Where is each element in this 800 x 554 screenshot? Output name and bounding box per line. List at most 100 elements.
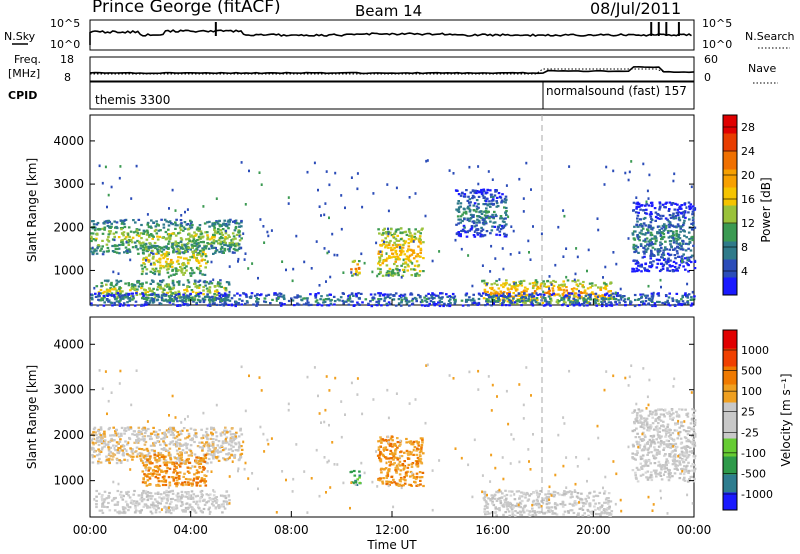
power-noise-cell <box>375 241 378 245</box>
power-noise-cell <box>505 184 508 187</box>
power-echo-cell <box>663 206 666 209</box>
power-noise-cell <box>112 270 115 274</box>
power-echo-cell <box>356 301 359 304</box>
power-echo-cell <box>472 209 476 212</box>
power-echo-cell <box>380 253 383 256</box>
power-echo-cell <box>231 238 235 241</box>
power-echo-cell <box>210 282 214 285</box>
power-echo-cell <box>110 222 113 225</box>
power-echo-cell <box>494 190 497 193</box>
power-echo-cell <box>502 282 505 285</box>
power-noise-cell <box>315 240 318 243</box>
velocity-echo-cell <box>167 476 171 479</box>
power-echo-cell <box>562 300 566 303</box>
power-echo-cell <box>397 298 401 301</box>
power-echo-cell <box>384 246 387 249</box>
power-echo-cell <box>377 250 381 253</box>
power-echo-cell <box>234 302 237 305</box>
power-noise-cell <box>326 251 329 255</box>
power-noise-cell <box>340 194 343 197</box>
power-echo-cell <box>188 258 191 262</box>
power-echo-cell <box>153 229 157 233</box>
power-echo-cell <box>394 237 398 240</box>
power-echo-cell <box>183 266 187 270</box>
power-echo-cell <box>542 296 545 299</box>
power-echo-cell <box>176 247 179 250</box>
power-echo-cell <box>178 250 182 253</box>
power-echo-cell <box>575 283 579 286</box>
velocity-echo-cell <box>134 504 137 507</box>
power-echo-cell <box>589 293 592 296</box>
power-echo-cell <box>156 238 160 241</box>
velocity-echo-cell <box>103 432 106 435</box>
power-echo-cell <box>134 300 138 303</box>
power-echo-cell <box>608 304 611 307</box>
power-echo-cell <box>665 262 669 265</box>
velocity-echo-cell <box>120 445 123 448</box>
power-echo-cell <box>610 302 613 305</box>
power-noise-cell <box>510 225 513 228</box>
power-echo-cell <box>416 230 420 233</box>
velocity-echo-cell <box>189 497 192 500</box>
velocity-echo-cell <box>146 475 149 478</box>
power-echo-cell <box>161 291 165 294</box>
power-echo-cell <box>206 293 209 296</box>
power-echo-cell <box>582 297 586 300</box>
velocity-echo-cell <box>215 435 219 438</box>
power-echo-cell <box>673 269 677 272</box>
velocity-echo-cell <box>120 495 124 498</box>
power-echo-cell <box>215 289 219 292</box>
power-echo-cell <box>219 297 223 300</box>
power-echo-cell <box>167 224 171 227</box>
power-echo-cell <box>469 213 473 216</box>
power-echo-cell <box>645 237 649 240</box>
power-noise-cell <box>596 217 599 220</box>
power-echo-cell <box>378 294 382 297</box>
power-echo-cell <box>162 293 166 296</box>
power-echo-cell <box>547 290 550 293</box>
power-echo-cell <box>650 249 653 252</box>
velocity-echo-cell <box>146 505 150 508</box>
power-echo-cell <box>555 300 559 303</box>
velocity-echo-cell <box>124 429 128 432</box>
power-echo-cell <box>190 297 194 300</box>
power-echo-cell <box>183 289 186 292</box>
velocity-echo-cell <box>198 466 202 470</box>
power-echo-cell <box>157 295 160 298</box>
power-echo-cell <box>171 287 175 290</box>
power-echo-cell <box>377 300 381 303</box>
power-echo-cell <box>263 297 267 300</box>
power-echo-cell <box>408 230 411 233</box>
velocity-echo-cell <box>123 448 126 451</box>
power-echo-cell <box>459 235 462 238</box>
power-echo-cell <box>688 237 691 241</box>
velocity-echo-cell <box>152 426 155 429</box>
velocity-echo-cell <box>129 426 132 429</box>
power-echo-cell <box>110 225 113 228</box>
power-echo-cell <box>410 274 414 277</box>
velocity-echo-cell <box>239 427 242 430</box>
power-echo-cell <box>142 294 145 297</box>
power-echo-cell <box>493 194 497 197</box>
power-echo-cell <box>190 234 193 237</box>
power-echo-cell <box>683 211 687 214</box>
velocity-echo-cell <box>165 509 168 512</box>
power-echo-cell <box>478 293 482 296</box>
power-echo-cell <box>197 293 200 296</box>
power-noise-cell <box>354 272 357 276</box>
power-echo-cell <box>518 294 522 297</box>
power-echo-cell <box>469 228 473 231</box>
power-echo-cell <box>212 233 215 236</box>
velocity-echo-cell <box>193 428 196 431</box>
velocity-echo-cell <box>178 465 182 468</box>
power-noise-cell <box>624 171 627 175</box>
power-noise-cell <box>146 213 149 216</box>
power-echo-cell <box>641 256 645 259</box>
power-echo-cell <box>673 254 677 257</box>
power-echo-cell <box>279 301 282 305</box>
power-echo-cell <box>221 250 224 253</box>
power-echo-cell <box>94 239 97 242</box>
velocity-echo-cell <box>170 430 173 433</box>
power-echo-cell <box>161 265 165 268</box>
velocity-echo-cell <box>213 452 216 455</box>
